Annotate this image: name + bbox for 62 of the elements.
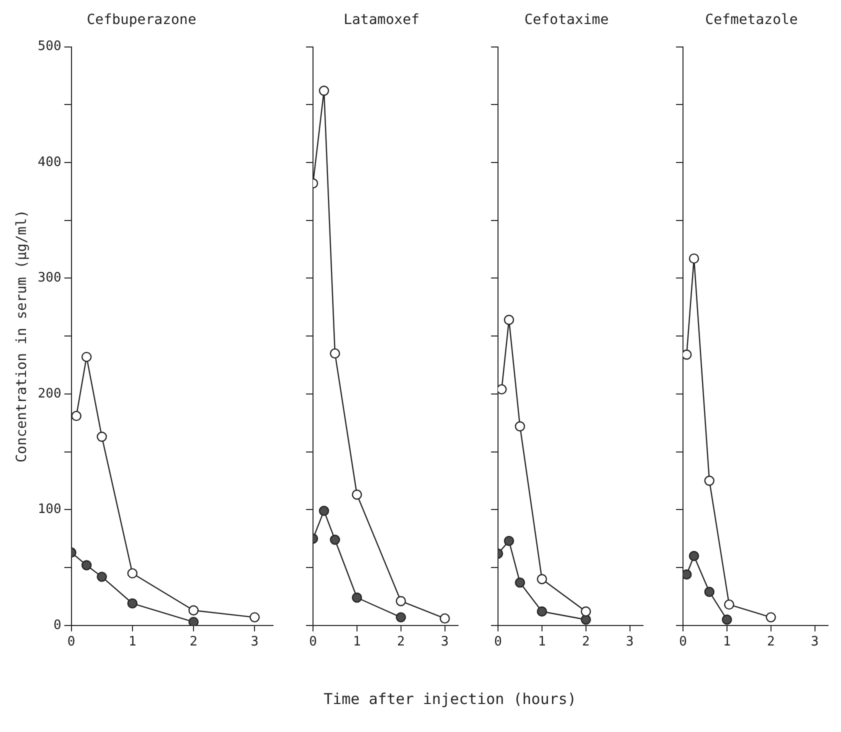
x-tick-label: 2	[190, 634, 198, 650]
x-tick-label: 2	[396, 634, 405, 650]
point	[81, 560, 92, 570]
point	[330, 534, 340, 545]
chart-title: Cefmetazole	[705, 12, 798, 28]
y-tick-label: 200	[38, 386, 62, 402]
point	[514, 577, 526, 588]
x-tick-label: 1	[723, 634, 731, 650]
x-tick-label: 2	[766, 634, 775, 650]
x-tick-label: 0	[679, 634, 687, 650]
point	[440, 613, 450, 624]
point	[396, 612, 406, 622]
point	[514, 421, 526, 432]
point	[580, 606, 591, 617]
point	[704, 586, 714, 597]
point	[352, 592, 362, 603]
x-tick-label: 3	[440, 634, 449, 650]
x-tick-label: 1	[353, 634, 361, 650]
point	[683, 350, 692, 360]
y-axis-title: Concentration in serum (µg/ml)	[14, 210, 30, 463]
point	[318, 506, 330, 516]
x-tick-label: 3	[626, 634, 634, 650]
y-tick-label: 300	[38, 270, 62, 286]
x-tick-label: 2	[582, 634, 590, 650]
point	[318, 86, 330, 96]
point	[766, 612, 776, 622]
x-tick-label: 0	[67, 634, 76, 650]
chart-title: Cefbuperazone	[86, 12, 196, 28]
point	[96, 432, 107, 442]
chart-title: Latamoxef	[344, 12, 420, 28]
point	[688, 550, 700, 562]
point	[722, 614, 732, 625]
point	[724, 599, 734, 610]
x-axis-title: Time after injection (hours)	[322, 690, 578, 708]
point	[188, 605, 199, 616]
y-tick-label: 0	[53, 618, 62, 633]
point	[536, 606, 548, 617]
point	[504, 536, 514, 546]
point	[96, 572, 107, 582]
point	[704, 476, 714, 486]
point	[396, 596, 406, 606]
point	[688, 253, 700, 264]
point	[127, 598, 138, 609]
point	[250, 612, 260, 622]
point	[127, 568, 138, 578]
point	[352, 490, 362, 500]
x-tick-label: 1	[538, 634, 546, 650]
chart-title: Cefotaxime	[524, 12, 609, 28]
point	[188, 616, 199, 626]
x-tick-label: 3	[810, 634, 819, 650]
x-tick-label: 3	[250, 634, 259, 650]
x-tick-label: 0	[309, 634, 317, 650]
point	[504, 314, 514, 325]
y-tick-label: 100	[38, 502, 62, 518]
y-tick-label: 400	[38, 154, 62, 170]
point	[536, 574, 548, 584]
x-tick-label: 0	[494, 634, 502, 650]
y-tick-label: 500	[38, 39, 62, 54]
point	[330, 348, 340, 359]
point	[81, 352, 92, 362]
point	[71, 410, 82, 422]
x-tick-label: 1	[128, 634, 136, 650]
